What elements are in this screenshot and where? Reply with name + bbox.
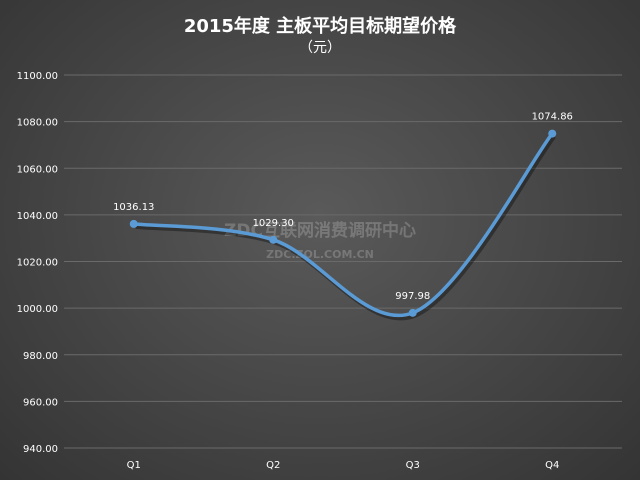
x-tick-label: Q4 <box>545 460 559 471</box>
chart-title: 2015年度 主板平均目标期望价格 <box>184 15 457 37</box>
y-tick-label: 980.00 <box>23 351 58 362</box>
x-axis-ticks: Q1 Q2 Q3 Q4 <box>127 460 560 471</box>
y-axis-ticks: 940.00 960.00 980.00 1000.00 1020.00 1040.00 1… <box>17 71 58 455</box>
x-tick-label: Q3 <box>406 460 420 471</box>
y-tick-label: 960.00 <box>23 397 58 408</box>
y-tick-label: 940.00 <box>23 444 58 455</box>
y-tick-label: 1080.00 <box>17 118 58 129</box>
data-label: 997.98 <box>395 291 430 302</box>
watermark-line1: ZDC互联网消费调研中心 <box>224 220 416 241</box>
y-tick-label: 1020.00 <box>17 258 58 269</box>
x-tick-label: Q1 <box>127 460 141 471</box>
data-point <box>408 308 417 317</box>
x-tick-label: Q2 <box>266 460 280 471</box>
y-tick-label: 1060.00 <box>17 164 58 175</box>
chart-subtitle: （元） <box>299 40 341 56</box>
data-label: 1029.30 <box>253 218 294 229</box>
data-labels: 1036.13 1029.30 997.98 1074.86 <box>113 112 573 302</box>
data-point <box>129 219 138 228</box>
series-line <box>132 131 554 318</box>
watermark-line2: ZDC.ZOL.COM.CN <box>266 248 374 261</box>
gridlines <box>64 74 622 449</box>
y-tick-label: 1100.00 <box>17 71 58 82</box>
data-point <box>548 129 557 138</box>
y-tick-label: 1040.00 <box>17 211 58 222</box>
y-tick-label: 1000.00 <box>17 304 58 315</box>
series-layer <box>129 129 557 321</box>
data-label: 1036.13 <box>113 202 154 213</box>
data-point <box>269 235 278 244</box>
data-label: 1074.86 <box>532 112 573 123</box>
